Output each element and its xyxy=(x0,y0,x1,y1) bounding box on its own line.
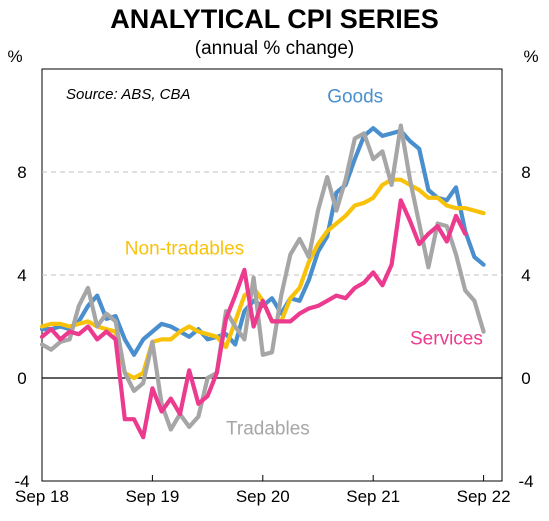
y-tick-label-left: 0 xyxy=(17,369,26,388)
series-label-tradables: Tradables xyxy=(226,419,310,440)
series-label-services: Services xyxy=(410,329,483,350)
y-axis-label-left: % xyxy=(7,47,22,66)
x-tick-label: Sep 20 xyxy=(236,487,290,506)
x-tick-label: Sep 21 xyxy=(346,487,400,506)
y-tick-label-left: 4 xyxy=(17,266,26,285)
y-tick-label-left: -4 xyxy=(14,472,29,491)
series-label-goods: Goods xyxy=(327,86,383,107)
x-tick-label: Sep 18 xyxy=(15,487,69,506)
y-axis-label-right: % xyxy=(523,47,538,66)
series-line-services xyxy=(39,198,468,440)
y-tick-label-right: -4 xyxy=(518,472,533,491)
y-tick-label-right: 0 xyxy=(521,369,530,388)
y-tick-label-left: 8 xyxy=(17,163,26,182)
x-tick-label: Sep 19 xyxy=(125,487,179,506)
y-tick-label-right: 8 xyxy=(521,163,530,182)
series-label-non-tradables: Non-tradables xyxy=(125,238,244,259)
chart-subtitle: (annual % change) xyxy=(194,38,355,59)
source-note: Source: ABS, CBA xyxy=(66,86,191,103)
chart-title: ANALYTICAL CPI SERIES xyxy=(110,4,439,34)
series-line-tradables xyxy=(39,123,486,432)
y-tick-label-right: 4 xyxy=(521,266,530,285)
x-tick-label: Sep 22 xyxy=(457,487,511,506)
